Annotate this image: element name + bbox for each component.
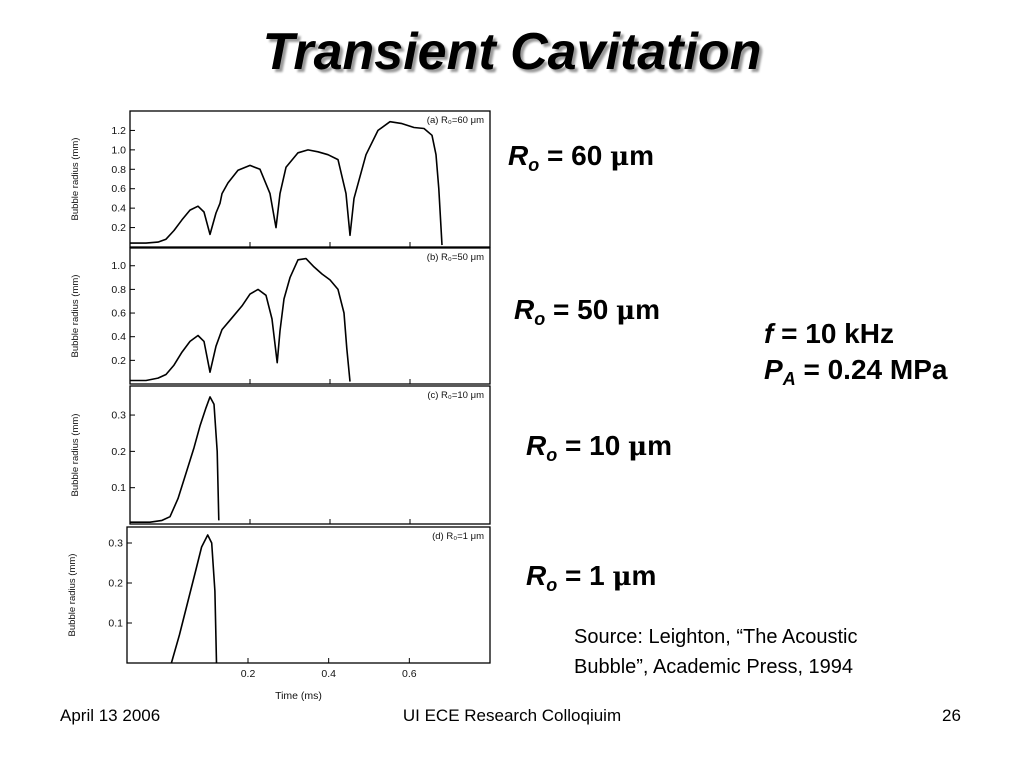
radius-equals: = 10 [565, 430, 629, 461]
pressure-line: PA = 0.24 MPa [764, 352, 947, 397]
y-tick-label: 0.4 [111, 203, 126, 215]
radius-curve [130, 257, 351, 382]
panel-label: (b) R₀=50 μm [427, 252, 484, 263]
source-citation: Source: Leighton, “The Acoustic Bubble”,… [574, 622, 994, 682]
y-tick-label: 0.1 [108, 618, 123, 630]
source-line-1: Source: Leighton, “The Acoustic [574, 626, 858, 648]
page-number: 26 [942, 706, 961, 725]
y-tick-label: 0.3 [111, 410, 126, 422]
y-tick-label: 0.6 [111, 308, 126, 320]
radius-label-1: Ro = 1 μm [526, 560, 656, 596]
radius-curve [170, 534, 218, 664]
pressure-value: = 0.24 MPa [803, 354, 948, 385]
radius-label-50: Ro = 50 μm [514, 294, 660, 330]
footer-title: UI ECE Research Colloqiuim [402, 706, 622, 725]
mu-symbol: μ [628, 432, 648, 462]
panel-label: (d) R₀=1 μm [432, 531, 484, 542]
radius-equals: = 60 [547, 140, 611, 171]
y-tick-label: 1.0 [111, 260, 126, 272]
panel-label: (c) R₀=10 μm [427, 390, 484, 401]
y-axis-label: Bubble radius (mm) [70, 138, 81, 221]
y-axis-label: Bubble radius (mm) [67, 554, 78, 637]
radius-label-60: Ro = 60 μm [508, 140, 654, 176]
source-line-2: Bubble”, Academic Press, 1994 [574, 656, 854, 678]
radius-subscript: o [534, 309, 546, 329]
x-tick-label: 0.4 [321, 668, 336, 680]
panel-frame [129, 247, 491, 385]
radius-unit: m [647, 430, 673, 461]
radius-symbol: R [526, 560, 547, 591]
conditions-block: f = 10 kHz PA = 0.24 MPa [764, 316, 947, 397]
radius-subscript: o [528, 155, 540, 175]
y-tick-label: 0.8 [111, 164, 126, 176]
mu-symbol: μ [612, 562, 632, 592]
frequency-line: f = 10 kHz [764, 316, 947, 352]
y-tick-label: 0.2 [108, 578, 123, 590]
radius-symbol: R [508, 140, 529, 171]
y-tick-label: 1.2 [111, 125, 126, 137]
y-tick-label: 0.4 [111, 331, 126, 343]
mu-symbol: μ [610, 142, 630, 172]
y-tick-label: 0.1 [111, 482, 126, 494]
radius-subscript: o [546, 445, 558, 465]
frequency-value: = 10 kHz [781, 318, 894, 349]
y-tick-label: 0.2 [111, 446, 126, 458]
x-axis-label: Time (ms) [275, 690, 322, 702]
frequency-symbol: f [764, 318, 774, 349]
x-tick-label: 0.2 [241, 668, 256, 680]
radius-unit: m [629, 140, 655, 171]
y-tick-label: 0.3 [108, 538, 123, 550]
pressure-symbol: P [764, 354, 783, 385]
radius-label-10: Ro = 10 μm [526, 430, 672, 466]
pressure-subscript: A [782, 369, 796, 389]
panel-label: (a) R₀=60 μm [427, 115, 484, 126]
y-tick-label: 0.2 [111, 355, 126, 367]
mu-symbol: μ [616, 296, 636, 326]
radius-equals: = 50 [553, 294, 617, 325]
radius-symbol: R [526, 430, 547, 461]
radius-unit: m [635, 294, 661, 325]
panel-frame [129, 385, 491, 525]
radius-equals: = 1 [565, 560, 613, 591]
panel-frame [129, 110, 491, 248]
y-tick-label: 1.0 [111, 144, 126, 156]
y-axis-label: Bubble radius (mm) [70, 414, 81, 497]
radius-symbol: R [514, 294, 535, 325]
slide-title: Transient Cavitation [262, 23, 762, 81]
radius-curve [130, 120, 443, 246]
y-axis-label: Bubble radius (mm) [70, 275, 81, 358]
radius-curve [130, 396, 220, 524]
footer-date: April 13 2006 [60, 706, 161, 725]
y-tick-label: 0.2 [111, 222, 126, 234]
panel-frame [126, 526, 491, 664]
y-tick-label: 0.6 [111, 183, 126, 195]
radius-unit: m [631, 560, 657, 591]
radius-subscript: o [546, 575, 558, 595]
x-tick-label: 0.6 [402, 668, 417, 680]
y-tick-label: 0.8 [111, 284, 126, 296]
